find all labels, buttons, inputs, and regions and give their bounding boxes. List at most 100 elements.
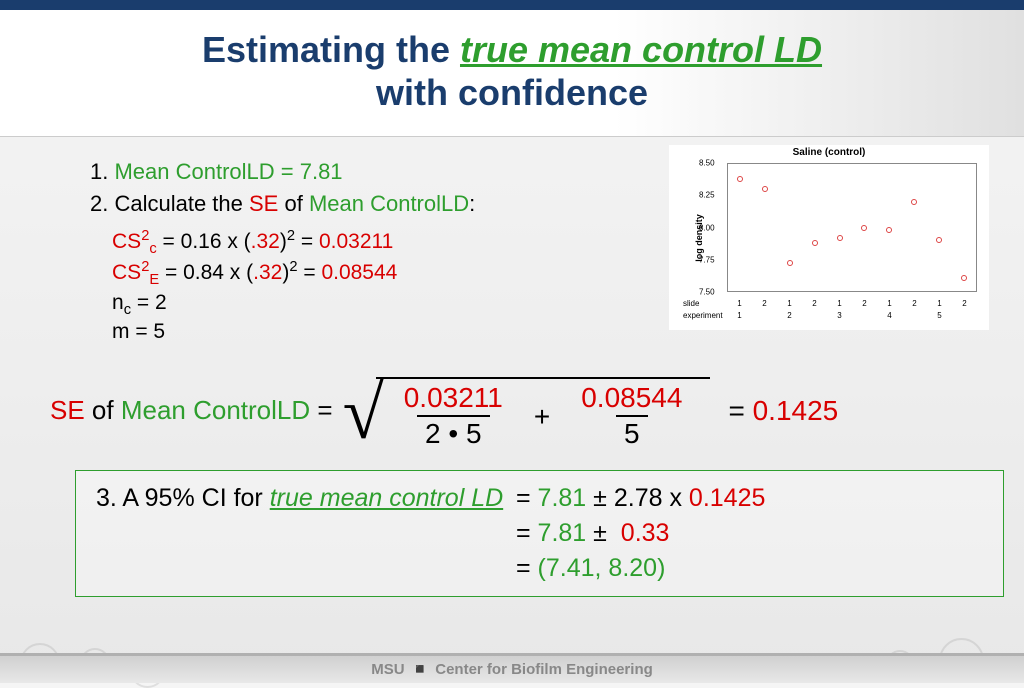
se-formula: SE of Mean ControlLD = √ 0.03211 2 • 5 +… — [50, 371, 974, 451]
csc-eq: = 0.16 x ( — [157, 230, 251, 253]
ci-pm2: ± — [586, 519, 614, 547]
nc: n — [112, 291, 124, 314]
data-point — [837, 235, 843, 241]
nc-sub: c — [124, 302, 131, 318]
data-point — [886, 227, 892, 233]
data-point — [737, 176, 743, 182]
slide-tick: 1 — [927, 299, 952, 308]
top-accent-bar — [0, 0, 1024, 10]
slide-tick: 2 — [802, 299, 827, 308]
step2-b: of — [278, 191, 309, 216]
cse-sub: E — [149, 273, 159, 289]
data-point — [936, 237, 942, 243]
f-se: SE — [50, 395, 85, 425]
ci-pm1: ± — [586, 484, 614, 512]
ci-781a: 7.81 — [538, 484, 587, 512]
plot-area — [727, 163, 977, 292]
exp-tick: 5 — [927, 311, 952, 320]
f-of: of — [85, 395, 121, 425]
footer: MSU◾Center for Biofilm Engineering — [0, 653, 1024, 683]
csc-sub: c — [149, 241, 156, 257]
step2-se: SE — [249, 191, 278, 216]
ci-eq3: = — [516, 554, 538, 582]
ytick: 8.00 — [699, 223, 715, 232]
f1-bot: 2 • 5 — [417, 415, 490, 450]
exp-tick — [952, 311, 977, 320]
ci-s3: 3. A 95% CI for — [96, 484, 270, 512]
cse-label: CS — [112, 261, 141, 284]
exp-label: experiment — [683, 311, 723, 320]
fraction-2: 0.08544 5 — [573, 383, 690, 451]
res-val: 0.1425 — [753, 395, 839, 426]
slide-tick: 1 — [727, 299, 752, 308]
ci-x: x — [663, 484, 689, 512]
chart-ylabel: log density — [694, 214, 704, 262]
slide-tick: 2 — [852, 299, 877, 308]
ci-interval: (7.41, 8.20) — [538, 554, 666, 582]
step2-c: : — [469, 191, 475, 216]
cse-eq: = 0.84 x ( — [159, 261, 253, 284]
data-point — [787, 260, 793, 266]
step2-a: Calculate the — [114, 191, 249, 216]
exp-ticks: 1 2 3 4 5 — [727, 311, 977, 320]
csc-eq2: ) — [280, 230, 287, 253]
f1-top: 0.03211 — [396, 383, 511, 416]
ci-1425: 0.1425 — [689, 484, 765, 512]
ci-033: 0.33 — [621, 519, 670, 547]
data-point — [812, 240, 818, 246]
slide-tick: 1 — [827, 299, 852, 308]
step1-text: Mean ControlLD = 7.81 — [114, 159, 342, 184]
exp-tick: 3 — [827, 311, 852, 320]
ci-box: 3. A 95% CI for true mean control LD = 7… — [75, 470, 1004, 597]
csc-val: .32 — [251, 230, 280, 253]
slide-label: slide — [683, 299, 699, 308]
slide-ticks: 1212121212 — [727, 299, 977, 308]
step2-mc: Mean ControlLD — [309, 191, 469, 216]
slide-tick: 2 — [952, 299, 977, 308]
sqrt-container: √ 0.03211 2 • 5 + 0.08544 5 — [343, 371, 711, 451]
exp-tick: 2 — [777, 311, 802, 320]
ytick: 8.50 — [699, 159, 715, 168]
cse-val: .32 — [253, 261, 282, 284]
f-eq: = — [310, 395, 332, 425]
slide-tick: 2 — [752, 299, 777, 308]
f2-bot: 5 — [616, 415, 648, 450]
slide-tick: 2 — [902, 299, 927, 308]
ci-eq1: = — [516, 484, 538, 512]
exp-tick — [852, 311, 877, 320]
csc-label: CS — [112, 230, 141, 253]
data-point — [762, 186, 768, 192]
nc-val: = 2 — [131, 291, 167, 314]
ci-781b: 7.81 — [538, 519, 587, 547]
footer-msu: MSU — [371, 661, 404, 678]
exp-tick — [802, 311, 827, 320]
res-eq: = — [728, 395, 752, 426]
fraction-1: 0.03211 2 • 5 — [396, 383, 511, 451]
title-line1-plain: Estimating the — [202, 29, 460, 70]
chart-title: Saline (control) — [669, 145, 989, 158]
slide-title: Estimating the true mean control LD with… — [0, 10, 1024, 137]
exp-tick — [752, 311, 777, 320]
ci-278: 2.78 — [614, 484, 663, 512]
plus: + — [534, 398, 550, 436]
ytick: 8.25 — [699, 191, 715, 200]
footer-bullet: ◾ — [411, 661, 430, 678]
slide-tick: 1 — [877, 299, 902, 308]
slide-tick: 1 — [777, 299, 802, 308]
exp-tick: 1 — [727, 311, 752, 320]
exp-tick — [902, 311, 927, 320]
data-point — [861, 225, 867, 231]
csc-eq3: = — [295, 230, 319, 253]
step1-num: 1. — [90, 159, 114, 184]
data-point — [961, 275, 967, 281]
f2-top: 0.08544 — [573, 383, 690, 416]
title-emphasis: true mean control LD — [460, 29, 822, 70]
csc-res: 0.03211 — [319, 230, 393, 253]
title-line2: with confidence — [0, 71, 1024, 114]
exp-tick: 4 — [877, 311, 902, 320]
cse-sup2: 2 — [289, 259, 297, 275]
ci-tmc: true mean control LD — [270, 484, 503, 512]
cse-eq3: = — [298, 261, 322, 284]
scatter-chart: Saline (control) log density 8.50 8.25 8.0… — [669, 145, 989, 330]
ci-eq2: = — [516, 519, 538, 547]
